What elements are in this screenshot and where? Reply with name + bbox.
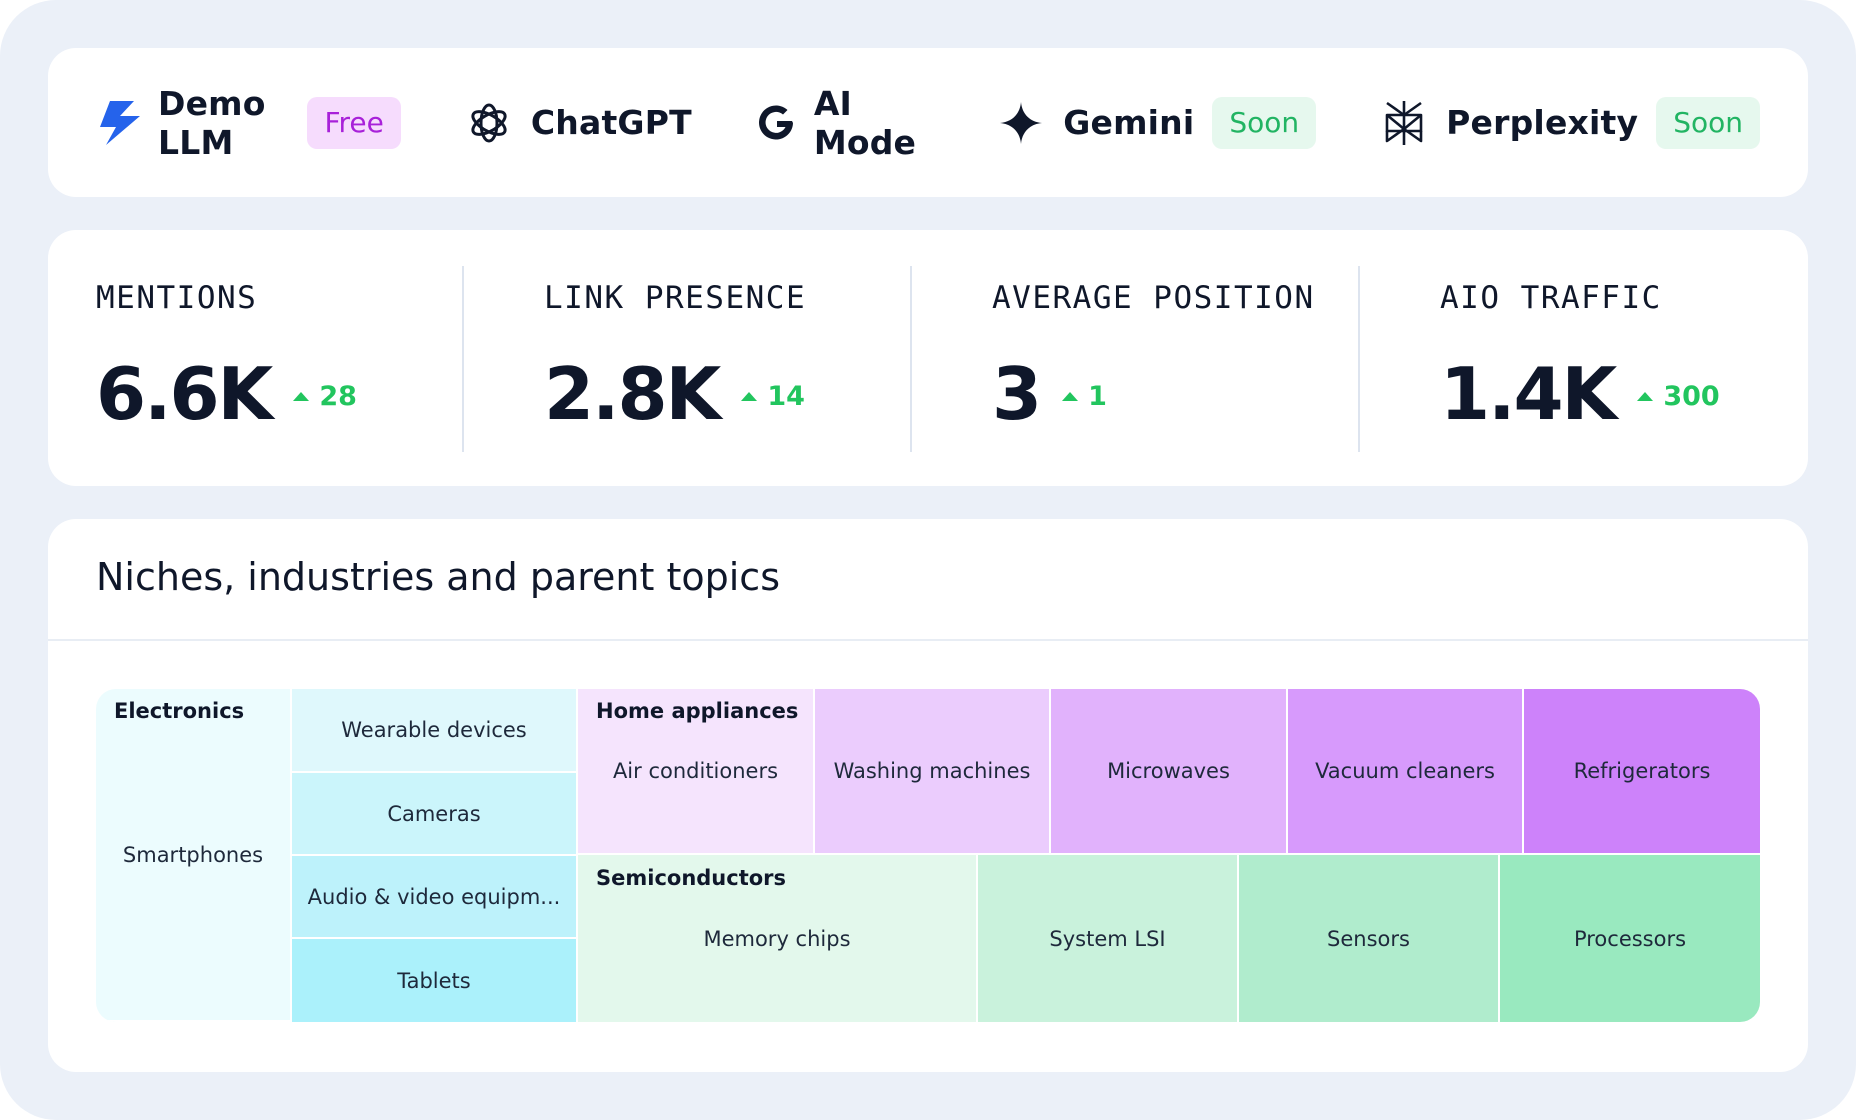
openai-knot-icon [463, 97, 515, 149]
delta-value: 14 [767, 380, 805, 412]
treemap-tile-system-lsi[interactable]: System LSI [978, 855, 1239, 1022]
metric-value: 6.6K [96, 352, 273, 436]
model-name: ChatGPT [530, 103, 692, 142]
metric-average-position: AVERAGE POSITION 3 1 [912, 230, 1360, 486]
metric-label: AIO TRAFFIC [1440, 280, 1662, 316]
metric-value: 1.4K [1440, 352, 1617, 436]
treemap-tile-sensors[interactable]: Sensors [1239, 855, 1500, 1022]
group-label-electronics: Electronics [114, 699, 245, 723]
delta-indicator: 1 [1062, 381, 1107, 412]
soon-badge: Soon [1656, 96, 1760, 149]
tile-label: Audio & video equipm... [307, 884, 561, 909]
delta-indicator: 300 [1637, 380, 1720, 412]
metric-label: AVERAGE POSITION [992, 280, 1315, 316]
treemap-tile-cameras[interactable]: Cameras [292, 773, 578, 856]
delta-value: 1 [1088, 380, 1107, 412]
treemap-tile-tablets[interactable]: Tablets [292, 939, 578, 1022]
tile-label: Sensors [1327, 926, 1410, 951]
tile-label: Smartphones [122, 842, 264, 867]
google-g-icon [754, 97, 798, 149]
perplexity-icon [1378, 97, 1430, 149]
tile-label: Wearable devices [341, 718, 527, 742]
metric-label: LINK PRESENCE [544, 280, 807, 316]
treemap-tile-air-conditioners[interactable]: Air conditioners [578, 689, 815, 855]
model-name: AI Mode [813, 83, 917, 162]
tile-label: Processors [1573, 926, 1687, 951]
model-tab-demo-llm[interactable]: Demo LLM Free [96, 84, 401, 162]
topics-treemap: Smartphones Electronics Wearable devices… [96, 689, 1760, 1022]
free-badge: Free [307, 96, 401, 149]
tile-label: Microwaves [1107, 759, 1230, 783]
tile-label: Refrigerators [1573, 759, 1711, 783]
lightning-bolt-icon [96, 97, 142, 149]
section-title: Niches, industries and parent topics [96, 555, 780, 599]
group-label-semiconductors: Semiconductors [596, 866, 787, 890]
caret-up-icon [293, 391, 310, 401]
caret-up-icon [741, 391, 758, 401]
metric-mentions: MENTIONS 6.6K 28 [48, 230, 464, 486]
model-tab-gemini[interactable]: Gemini Soon [995, 96, 1317, 149]
caret-up-icon [1637, 391, 1654, 401]
metric-value: 2.8K [544, 352, 721, 436]
divider [48, 639, 1808, 641]
tile-label: Tablets [397, 968, 471, 993]
tile-label: Cameras [387, 801, 481, 826]
tile-label: Air conditioners [612, 759, 779, 783]
group-label-home-appliances: Home appliances [596, 699, 799, 723]
soon-badge: Soon [1212, 96, 1317, 149]
metrics-card: MENTIONS 6.6K 28 LINK PRESENCE 2.8K 14 A… [48, 230, 1808, 486]
model-selector-card: Demo LLM Free ChatGPT AI Mode [48, 48, 1808, 197]
treemap-tile-processors[interactable]: Processors [1500, 855, 1760, 1022]
gemini-sparkle-icon [995, 97, 1047, 149]
model-name: Demo LLM [158, 83, 266, 162]
model-tab-ai-mode[interactable]: AI Mode [754, 84, 933, 162]
delta-indicator: 14 [741, 381, 805, 412]
treemap-tile-smartphones[interactable]: Smartphones [96, 689, 292, 1022]
tile-label: System LSI [1049, 926, 1166, 951]
delta-indicator: 28 [293, 381, 357, 412]
treemap-tile-microwaves[interactable]: Microwaves [1051, 689, 1288, 855]
model-tab-perplexity[interactable]: Perplexity Soon [1378, 96, 1760, 149]
model-tab-chatgpt[interactable]: ChatGPT [463, 97, 692, 149]
treemap-tile-washing-machines[interactable]: Washing machines [815, 689, 1051, 855]
treemap-tile-wearable-devices[interactable]: Wearable devices [292, 689, 578, 773]
treemap-tile-vacuum-cleaners[interactable]: Vacuum cleaners [1288, 689, 1524, 855]
metric-value: 3 [992, 352, 1042, 436]
metric-link-presence: LINK PRESENCE 2.8K 14 [464, 230, 912, 486]
model-name: Gemini [1063, 103, 1195, 142]
metric-aio-traffic: AIO TRAFFIC 1.4K 300 [1360, 230, 1808, 486]
treemap-tile-audio-video[interactable]: Audio & video equipm... [292, 856, 578, 939]
treemap-tile-refrigerators[interactable]: Refrigerators [1524, 689, 1760, 855]
tile-label: Vacuum cleaners [1315, 759, 1495, 783]
treemap-tile-memory-chips[interactable]: Memory chips [578, 855, 978, 1022]
delta-value: 300 [1663, 380, 1720, 412]
metric-label: MENTIONS [96, 280, 258, 316]
caret-up-icon [1062, 391, 1079, 401]
delta-value: 28 [319, 380, 357, 412]
tile-label: Washing machines [833, 759, 1031, 783]
topics-card: Niches, industries and parent topics Sma… [48, 519, 1808, 1072]
tile-label: Memory chips [703, 926, 851, 951]
model-name: Perplexity [1446, 103, 1639, 142]
